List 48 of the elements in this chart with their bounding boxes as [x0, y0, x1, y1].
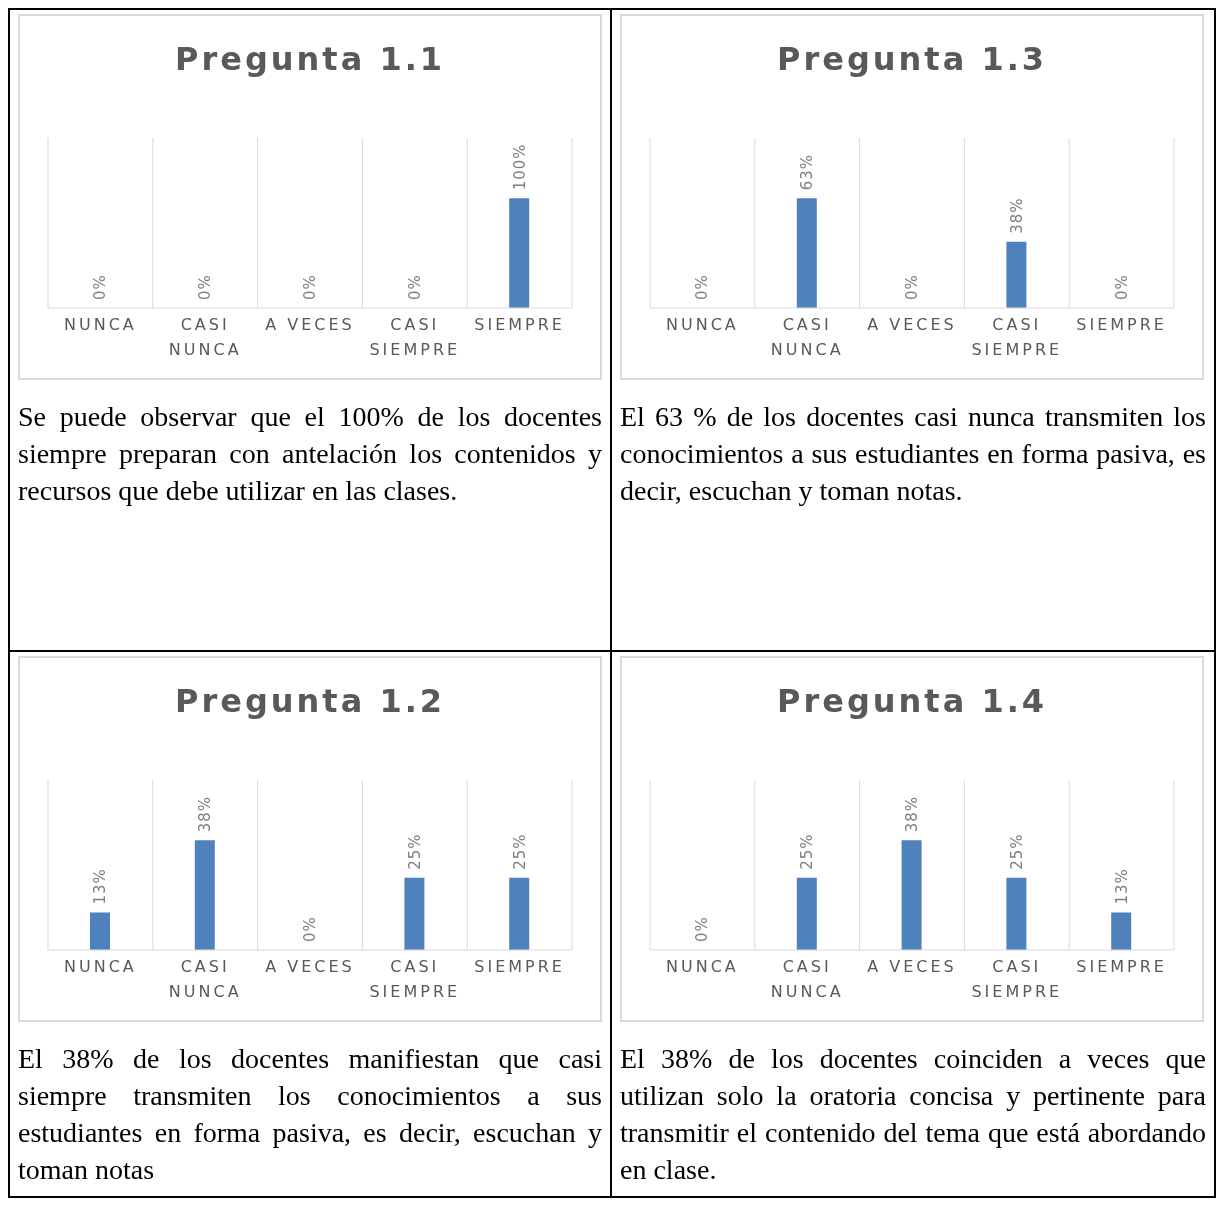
chart-title: Pregunta 1.3	[775, 40, 1049, 78]
x-tick-label: A VECES	[867, 315, 957, 334]
data-label: 63%	[798, 153, 817, 191]
text: El 38% de los docentes manifiestan que casi siempre transmiten los conocimientos a sus estudiantes en forma pasiva, es decir, escuchan y toman notas	[18, 1042, 602, 1187]
data-label: 38%	[1007, 197, 1026, 234]
text: Se puede observar que el 100% de los docentes siempre preparan con antelación los contenidos y recursos que debe utilizar en las clases.	[18, 400, 602, 508]
data-label: 0%	[405, 274, 424, 300]
x-tick-label: CASI SIEMPRE	[971, 957, 1063, 1001]
text: El 63 % de los docentes casi nunca transmiten los conocimientos a sus estudiantes en forma pasiva, es decir, escuchan y toman notas.	[620, 400, 1206, 508]
data-label: 25%	[405, 833, 424, 870]
data-label: 38%	[196, 795, 215, 833]
data-label: 25%	[510, 833, 529, 870]
x-tick-label: SIEMPRE	[1076, 957, 1167, 976]
data-label: 0%	[196, 274, 215, 300]
x-tick-label: NUNCA	[666, 315, 739, 334]
x-tick-label: CASI NUNCA	[770, 957, 844, 1001]
x-tick-label: CASI NUNCA	[770, 315, 844, 359]
chart-title: Pregunta 1.1	[173, 40, 447, 78]
x-tick-label: SIEMPRE	[474, 957, 565, 976]
x-tick-label: CASI SIEMPRE	[369, 315, 461, 359]
data-label: 0%	[903, 274, 921, 300]
chart-title: Pregunta 1.4	[775, 682, 1049, 720]
data-label: 13%	[1112, 868, 1131, 905]
data-label: 0%	[301, 274, 319, 300]
data-label: 25%	[1007, 833, 1026, 870]
x-tick-label: CASI NUNCA	[168, 957, 242, 1001]
x-tick-label: CASI SIEMPRE	[369, 957, 461, 1001]
x-tick-label: NUNCA	[64, 957, 137, 976]
x-tick-label: A VECES	[867, 957, 957, 976]
text: El 38% de los docentes coinciden a veces que utilizan solo la oratoria concisa y pertinente para transmitir el contenido del tema que está abordando en clase.	[620, 1042, 1206, 1187]
data-label: 38%	[903, 795, 921, 833]
x-tick-label: SIEMPRE	[474, 315, 565, 334]
data-label: 25%	[798, 833, 817, 870]
x-tick-label: NUNCA	[64, 315, 137, 334]
data-label: 100%	[510, 143, 529, 191]
data-label: 0%	[1112, 274, 1131, 300]
x-tick-label: A VECES	[265, 957, 355, 976]
data-label: 0%	[301, 916, 319, 942]
x-tick-label: SIEMPRE	[1076, 315, 1167, 334]
data-label: 0%	[91, 274, 110, 300]
data-label: 0%	[693, 916, 712, 942]
data-label: 0%	[693, 274, 712, 300]
x-tick-label: CASI SIEMPRE	[971, 315, 1063, 359]
data-label: 13%	[91, 868, 110, 905]
chart-title: Pregunta 1.2	[173, 682, 447, 720]
x-tick-label: A VECES	[265, 315, 355, 334]
x-tick-label: NUNCA	[666, 957, 739, 976]
x-tick-label: CASI NUNCA	[168, 315, 242, 359]
